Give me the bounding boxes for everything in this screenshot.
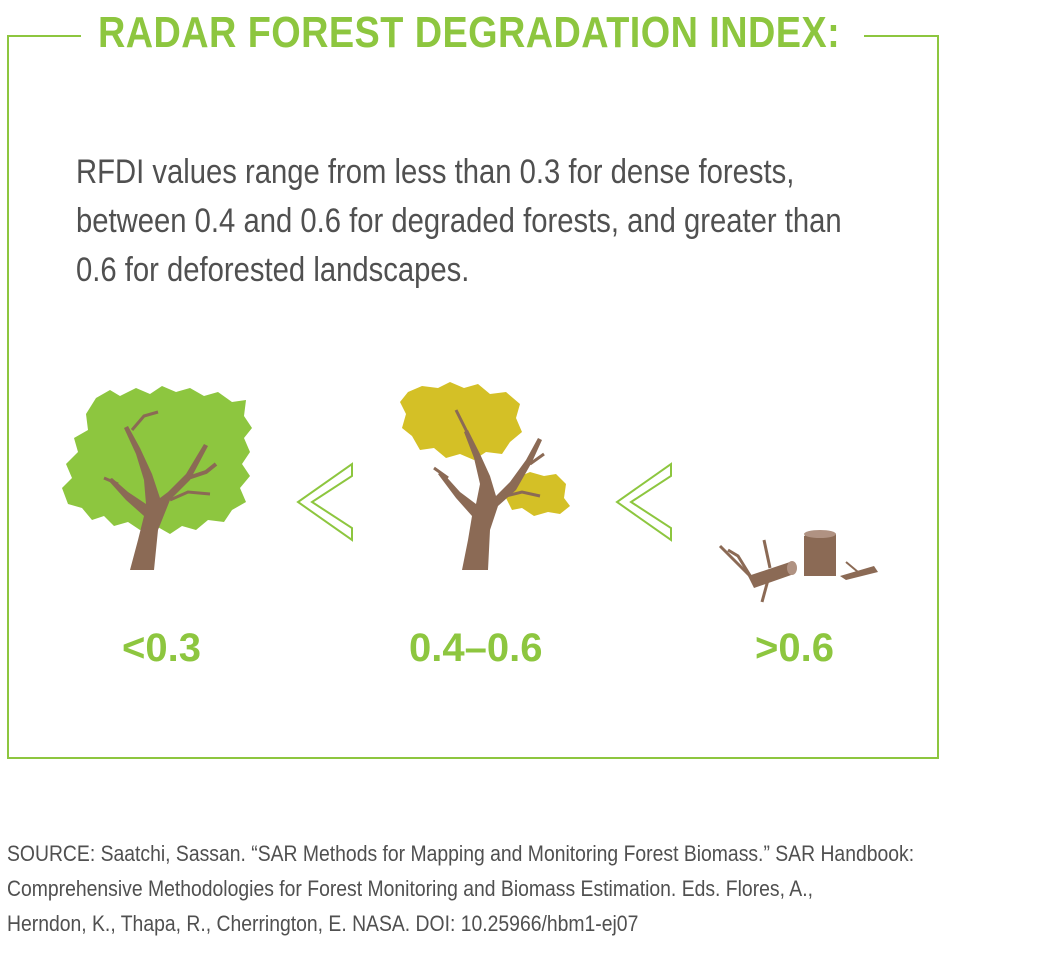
frame-top-left-line: [7, 35, 81, 37]
infographic-frame: [7, 35, 939, 759]
source-line: SOURCE: Saatchi, Sassan. “SAR Methods fo…: [7, 841, 915, 866]
dense-forest-label: <0.3: [122, 626, 201, 670]
infographic-title: RADAR FOREST DEGRADATION INDEX:: [98, 8, 841, 57]
degraded-forest-label: 0.4–0.6: [409, 626, 543, 670]
source-line: Comprehensive Methodologies for Forest M…: [7, 876, 813, 901]
less-than-icon: [615, 462, 672, 542]
deforested-label: >0.6: [755, 626, 834, 670]
source-citation: SOURCE: Saatchi, Sassan. “SAR Methods fo…: [7, 836, 922, 941]
description-line: RFDI values range from less than 0.3 for…: [76, 153, 795, 191]
description-line: between 0.4 and 0.6 for degraded forests…: [76, 202, 842, 240]
less-than-icon: [296, 462, 353, 542]
cut-stump-icon: [718, 530, 878, 603]
degraded-tree-icon: [400, 382, 570, 570]
source-line: Herndon, K., Thapa, R., Cherrington, E. …: [7, 911, 639, 936]
frame-top-right-line: [864, 35, 939, 37]
description-line: 0.6 for deforested landscapes.: [76, 251, 470, 289]
dense-tree-icon: [62, 386, 252, 570]
description: RFDI values range from less than 0.3 for…: [76, 148, 842, 295]
